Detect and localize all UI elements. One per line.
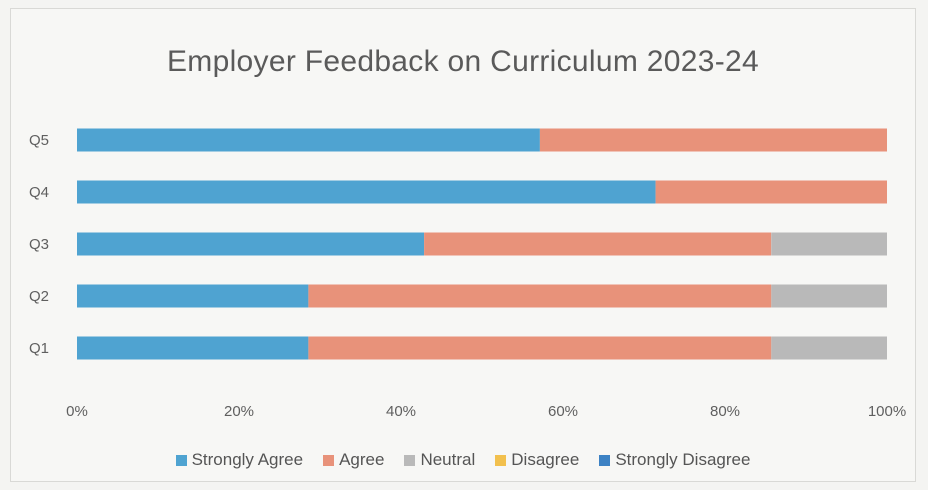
plot-area: Q1 Q2 Q3 Q4 Q5 0% 20% 40% 60% 80% 100%: [29, 128, 906, 420]
bar-q1-neutral: [771, 336, 887, 360]
bar-q1-strongly-agree: [77, 336, 309, 360]
category-label-q1: Q1: [29, 340, 49, 357]
category-label-q4: Q4: [29, 184, 49, 201]
legend-swatch: [599, 454, 611, 466]
legend-swatch: [495, 454, 507, 466]
legend-item-neutral: Neutral: [404, 450, 475, 470]
legend-label: Disagree: [511, 450, 580, 469]
x-tick-label: 40%: [386, 403, 416, 420]
bar-q3-neutral: [771, 232, 887, 256]
legend-item-disagree: Disagree: [495, 450, 579, 470]
x-tick-label: 80%: [710, 403, 740, 420]
bar-q5-strongly-agree: [77, 128, 540, 152]
bar-q2-neutral: [771, 284, 887, 308]
bar-q5-agree: [539, 128, 887, 152]
bar-q4-strongly-agree: [77, 180, 656, 204]
legend-swatch: [175, 454, 187, 466]
chart-title: Employer Feedback on Curriculum 2023-24: [167, 45, 759, 78]
bar-q4-agree: [655, 180, 887, 204]
category-label-q2: Q2: [29, 288, 49, 305]
bar-q2-strongly-agree: [77, 284, 309, 308]
x-tick-label: 20%: [224, 403, 254, 420]
legend-item-strongly-disagree: Strongly Disagree: [599, 450, 750, 470]
legend-item-agree: Agree: [323, 450, 384, 470]
category-label-q3: Q3: [29, 236, 49, 253]
legend-label: Agree: [339, 450, 385, 469]
legend-label: Strongly Disagree: [615, 450, 751, 469]
x-tick-label: 100%: [868, 403, 906, 420]
x-tick-label: 0%: [66, 403, 88, 420]
legend-swatch: [404, 454, 416, 466]
bar-q1-agree: [308, 336, 772, 360]
chart-frame: Employer Feedback on Curriculum 2023-24 …: [10, 8, 916, 482]
bar-q3-agree: [424, 232, 772, 256]
legend-item-strongly-agree: Strongly Agree: [175, 450, 304, 470]
category-label-q5: Q5: [29, 132, 49, 149]
bar-q3-strongly-agree: [77, 232, 425, 256]
x-tick-label: 60%: [548, 403, 578, 420]
legend-swatch: [323, 454, 335, 466]
legend-label: Neutral: [420, 450, 476, 469]
bar-q2-agree: [308, 284, 772, 308]
legend-label: Strongly Agree: [191, 450, 304, 469]
legend: Strongly Agree Agree Neutral Disagree Strong…: [11, 450, 915, 470]
